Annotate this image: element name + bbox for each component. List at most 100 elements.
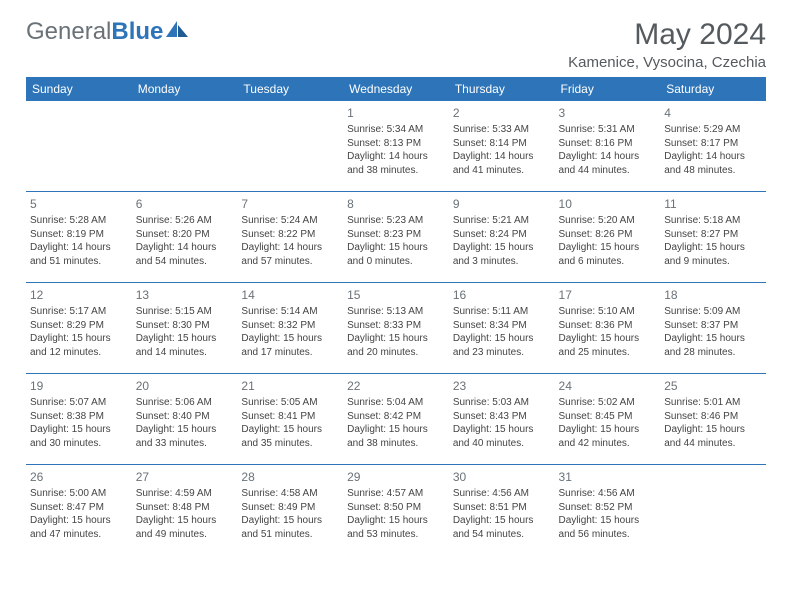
day-info-line: and 44 minutes. xyxy=(664,437,762,451)
day-info-line: Daylight: 15 hours xyxy=(559,423,657,437)
day-info-line: Sunset: 8:41 PM xyxy=(241,410,339,424)
day-number: 29 xyxy=(347,469,445,485)
calendar-day-cell: 11Sunrise: 5:18 AMSunset: 8:27 PMDayligh… xyxy=(660,192,766,283)
day-info-line: Daylight: 15 hours xyxy=(559,332,657,346)
day-info-line: Sunset: 8:45 PM xyxy=(559,410,657,424)
day-info-line: and 38 minutes. xyxy=(347,437,445,451)
day-info-line: Sunset: 8:16 PM xyxy=(559,137,657,151)
day-info-line: Daylight: 15 hours xyxy=(30,514,128,528)
weekday-header: Sunday xyxy=(26,77,132,101)
day-number: 3 xyxy=(559,105,657,121)
day-info-line: Daylight: 14 hours xyxy=(347,150,445,164)
day-info-line: Sunrise: 5:11 AM xyxy=(453,305,551,319)
calendar-day-cell xyxy=(237,101,343,192)
calendar-day-cell: 2Sunrise: 5:33 AMSunset: 8:14 PMDaylight… xyxy=(449,101,555,192)
calendar-day-cell xyxy=(132,101,238,192)
calendar-day-cell: 24Sunrise: 5:02 AMSunset: 8:45 PMDayligh… xyxy=(555,374,661,465)
calendar-day-cell: 1Sunrise: 5:34 AMSunset: 8:13 PMDaylight… xyxy=(343,101,449,192)
day-info-line: Daylight: 15 hours xyxy=(453,423,551,437)
brand-part1: General xyxy=(26,18,111,46)
day-info-line: and 57 minutes. xyxy=(241,255,339,269)
calendar-day-cell: 13Sunrise: 5:15 AMSunset: 8:30 PMDayligh… xyxy=(132,283,238,374)
weekday-header: Saturday xyxy=(660,77,766,101)
day-info-line: Sunset: 8:51 PM xyxy=(453,501,551,515)
day-info-line: Sunrise: 5:10 AM xyxy=(559,305,657,319)
day-info-line: Sunrise: 5:29 AM xyxy=(664,123,762,137)
calendar-day-cell: 30Sunrise: 4:56 AMSunset: 8:51 PMDayligh… xyxy=(449,465,555,556)
weekday-header: Monday xyxy=(132,77,238,101)
day-info-line: Sunrise: 5:00 AM xyxy=(30,487,128,501)
day-info-line: Sunset: 8:30 PM xyxy=(136,319,234,333)
day-info-line: Sunrise: 5:18 AM xyxy=(664,214,762,228)
day-info-line: and 17 minutes. xyxy=(241,346,339,360)
day-info-line: Sunset: 8:20 PM xyxy=(136,228,234,242)
day-info-line: and 47 minutes. xyxy=(30,528,128,542)
weekday-header: Thursday xyxy=(449,77,555,101)
calendar-day-cell: 29Sunrise: 4:57 AMSunset: 8:50 PMDayligh… xyxy=(343,465,449,556)
day-info-line: and 38 minutes. xyxy=(347,164,445,178)
calendar-day-cell: 25Sunrise: 5:01 AMSunset: 8:46 PMDayligh… xyxy=(660,374,766,465)
day-info-line: and 33 minutes. xyxy=(136,437,234,451)
day-info-line: and 42 minutes. xyxy=(559,437,657,451)
day-info-line: Sunset: 8:42 PM xyxy=(347,410,445,424)
calendar-day-cell: 18Sunrise: 5:09 AMSunset: 8:37 PMDayligh… xyxy=(660,283,766,374)
day-info-line: Daylight: 15 hours xyxy=(30,423,128,437)
day-number: 30 xyxy=(453,469,551,485)
calendar-day-cell: 5Sunrise: 5:28 AMSunset: 8:19 PMDaylight… xyxy=(26,192,132,283)
day-info-line: and 40 minutes. xyxy=(453,437,551,451)
day-info-line: Daylight: 15 hours xyxy=(347,332,445,346)
day-info-line: Sunrise: 5:13 AM xyxy=(347,305,445,319)
day-info-line: Sunset: 8:17 PM xyxy=(664,137,762,151)
day-number: 16 xyxy=(453,287,551,303)
day-info-line: and 41 minutes. xyxy=(453,164,551,178)
calendar-day-cell: 28Sunrise: 4:58 AMSunset: 8:49 PMDayligh… xyxy=(237,465,343,556)
day-info-line: and 20 minutes. xyxy=(347,346,445,360)
calendar-day-cell: 27Sunrise: 4:59 AMSunset: 8:48 PMDayligh… xyxy=(132,465,238,556)
day-number: 8 xyxy=(347,196,445,212)
calendar-day-cell: 20Sunrise: 5:06 AMSunset: 8:40 PMDayligh… xyxy=(132,374,238,465)
day-info-line: Sunrise: 5:06 AM xyxy=(136,396,234,410)
day-info-line: Daylight: 14 hours xyxy=(453,150,551,164)
day-info-line: Sunset: 8:24 PM xyxy=(453,228,551,242)
day-info-line: Sunset: 8:38 PM xyxy=(30,410,128,424)
day-info-line: Sunset: 8:33 PM xyxy=(347,319,445,333)
day-info-line: and 54 minutes. xyxy=(453,528,551,542)
day-info-line: Sunset: 8:27 PM xyxy=(664,228,762,242)
day-info-line: Sunrise: 5:21 AM xyxy=(453,214,551,228)
day-info-line: Sunrise: 5:05 AM xyxy=(241,396,339,410)
day-info-line: Daylight: 15 hours xyxy=(453,241,551,255)
day-info-line: Sunrise: 5:34 AM xyxy=(347,123,445,137)
calendar-day-cell: 15Sunrise: 5:13 AMSunset: 8:33 PMDayligh… xyxy=(343,283,449,374)
day-info-line: Daylight: 15 hours xyxy=(664,423,762,437)
calendar-day-cell: 16Sunrise: 5:11 AMSunset: 8:34 PMDayligh… xyxy=(449,283,555,374)
day-info-line: and 12 minutes. xyxy=(30,346,128,360)
calendar-day-cell: 7Sunrise: 5:24 AMSunset: 8:22 PMDaylight… xyxy=(237,192,343,283)
calendar-week-row: 12Sunrise: 5:17 AMSunset: 8:29 PMDayligh… xyxy=(26,283,766,374)
day-number: 28 xyxy=(241,469,339,485)
day-number: 14 xyxy=(241,287,339,303)
day-info-line: Sunrise: 4:56 AM xyxy=(453,487,551,501)
day-info-line: Sunset: 8:22 PM xyxy=(241,228,339,242)
weekday-header: Friday xyxy=(555,77,661,101)
day-info-line: Sunset: 8:48 PM xyxy=(136,501,234,515)
day-info-line: Daylight: 15 hours xyxy=(136,332,234,346)
calendar-day-cell: 3Sunrise: 5:31 AMSunset: 8:16 PMDaylight… xyxy=(555,101,661,192)
calendar-table: SundayMondayTuesdayWednesdayThursdayFrid… xyxy=(26,77,766,555)
day-info-line: and 6 minutes. xyxy=(559,255,657,269)
calendar-week-row: 19Sunrise: 5:07 AMSunset: 8:38 PMDayligh… xyxy=(26,374,766,465)
calendar-day-cell: 31Sunrise: 4:56 AMSunset: 8:52 PMDayligh… xyxy=(555,465,661,556)
day-info-line: Sunset: 8:19 PM xyxy=(30,228,128,242)
title-block: May 2024 Kamenice, Vysocina, Czechia xyxy=(568,18,766,71)
day-info-line: Sunset: 8:52 PM xyxy=(559,501,657,515)
day-info-line: Sunset: 8:46 PM xyxy=(664,410,762,424)
day-info-line: Sunrise: 5:02 AM xyxy=(559,396,657,410)
day-info-line: and 51 minutes. xyxy=(30,255,128,269)
day-info-line: Daylight: 14 hours xyxy=(664,150,762,164)
day-info-line: and 53 minutes. xyxy=(347,528,445,542)
day-info-line: Sunset: 8:40 PM xyxy=(136,410,234,424)
day-info-line: and 14 minutes. xyxy=(136,346,234,360)
day-info-line: Sunset: 8:29 PM xyxy=(30,319,128,333)
calendar-day-cell: 19Sunrise: 5:07 AMSunset: 8:38 PMDayligh… xyxy=(26,374,132,465)
day-number: 6 xyxy=(136,196,234,212)
day-info-line: Sunset: 8:47 PM xyxy=(30,501,128,515)
